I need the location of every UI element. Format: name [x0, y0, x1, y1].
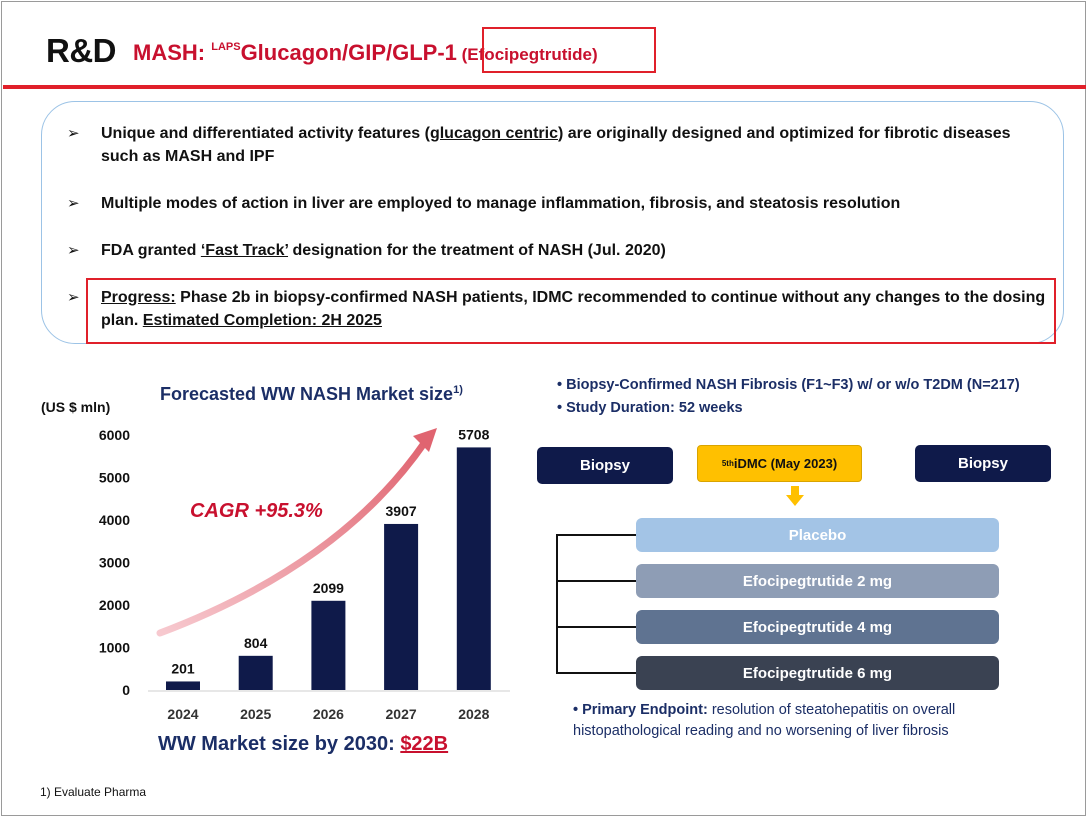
- title-paren: (Efocipegtrutide): [456, 45, 598, 64]
- y-tick-label: 3000: [99, 555, 130, 571]
- bar-value-label: 201: [171, 660, 195, 676]
- arm-2mg: Efocipegtrutide 2 mg: [636, 564, 999, 598]
- bar-value-label: 5708: [458, 426, 489, 442]
- b3-a: FDA granted: [101, 242, 201, 259]
- arm-6mg: Efocipegtrutide 6 mg: [636, 656, 999, 690]
- title-main: MASH:: [133, 40, 212, 65]
- chart-title-sup: 1): [453, 384, 463, 396]
- market-label: WW Market size by 2030:: [158, 733, 401, 755]
- x-tick-label: 2028: [458, 706, 489, 722]
- bullet-3-text: FDA granted ‘Fast Track’ designation for…: [101, 239, 1051, 262]
- bullet-1-text: Unique and differentiated activity featu…: [101, 122, 1051, 168]
- y-tick-label: 0: [122, 682, 130, 698]
- bar-2024: [166, 681, 200, 690]
- bullet-arrow-icon: ➢: [67, 242, 80, 259]
- bar-2026: [311, 600, 346, 690]
- b1-a: Unique and differentiated activity featu…: [101, 125, 430, 142]
- down-arrow-icon: [786, 486, 804, 506]
- title-drug: Glucagon/GIP/GLP-1: [240, 40, 457, 65]
- arm-connector: [556, 580, 636, 582]
- progress-highlight-box: [86, 278, 1056, 344]
- primary-endpoint: • Primary Endpoint: resolution of steato…: [573, 700, 1043, 742]
- y-tick-label: 2000: [99, 597, 130, 613]
- b4-progress: Progress:: [101, 289, 176, 306]
- title-sup: LAPS: [211, 41, 241, 53]
- arm-placebo: Placebo: [636, 518, 999, 552]
- title-highlight-box: [482, 27, 656, 73]
- chart-title: Forecasted WW NASH Market size1): [160, 384, 463, 405]
- bullet-arrow-icon: ➢: [67, 195, 80, 212]
- bar-value-label: 3907: [386, 503, 417, 519]
- b1-b: ) are originally designed and optimized …: [101, 125, 1011, 165]
- market-value: $22B: [400, 733, 449, 755]
- x-tick-label: 2025: [240, 706, 271, 722]
- arm-bracket: [556, 535, 558, 674]
- study-population: • Biopsy-Confirmed NASH Fibrosis (F1~F3)…: [557, 377, 1020, 393]
- study-duration: • Study Duration: 52 weeks: [557, 400, 743, 416]
- y-tick-label: 1000: [99, 640, 130, 656]
- b4-completion: Estimated Completion: 2H 2025: [142, 312, 382, 329]
- bullet-arrow-icon: ➢: [67, 125, 80, 142]
- bar-value-label: 2099: [313, 580, 344, 596]
- b4-a: Phase 2b in biopsy-confirmed NASH patien…: [101, 289, 1046, 329]
- bullet-4-text: Progress: Phase 2b in biopsy-confirmed N…: [101, 286, 1046, 332]
- idmc-text: iDMC (May 2023): [733, 456, 838, 471]
- bullet-arrow-icon: ➢: [67, 289, 80, 306]
- bar-2028: [456, 447, 491, 690]
- bar-value-label: 804: [244, 635, 268, 651]
- biopsy-end: Biopsy: [915, 445, 1051, 482]
- bullet-2-text: Multiple modes of action in liver are em…: [101, 195, 901, 212]
- cagr-label: CAGR +95.3%: [190, 500, 323, 522]
- y-tick-label: 6000: [99, 427, 130, 443]
- b3-b: designation for the treatment of NASH (J…: [288, 242, 666, 259]
- chart-title-text: Forecasted WW NASH Market size: [160, 384, 454, 404]
- b1-underline: glucagon centric: [429, 125, 558, 142]
- idmc-sup: 5th: [721, 459, 734, 468]
- footnote: 1) Evaluate Pharma: [40, 785, 147, 799]
- x-tick-label: 2027: [386, 706, 417, 722]
- endpoint-text: resolution of steatohepatitis on overall…: [573, 702, 956, 739]
- chart-ylabel: (US $ mln): [41, 399, 111, 415]
- arm-4mg: Efocipegtrutide 4 mg: [636, 610, 999, 644]
- market-size-chart: 6000 5000 4000 3000 2000 1000 0 201 2024 804 2025…: [99, 426, 510, 722]
- arm-connector: [556, 534, 636, 536]
- header-rule: [3, 85, 1086, 89]
- idmc-milestone: 5th iDMC (May 2023): [697, 445, 862, 482]
- b3-underline: ‘Fast Track’: [200, 242, 289, 259]
- bar-2027: [384, 523, 419, 690]
- y-tick-label: 5000: [99, 470, 130, 486]
- arm-connector: [556, 626, 636, 628]
- y-tick-label: 4000: [99, 512, 130, 528]
- cagr-arrow: [156, 428, 437, 637]
- arm-connector: [556, 672, 636, 674]
- market-size-2030: WW Market size by 2030: $22B: [158, 733, 448, 756]
- bar-2025: [238, 655, 273, 690]
- x-tick-label: 2024: [167, 706, 198, 722]
- slide-title: MASH: LAPSGlucagon/GIP/GLP-1 (Efocipegtr…: [133, 40, 598, 66]
- section-label: R&D: [46, 32, 117, 69]
- endpoint-label: • Primary Endpoint:: [573, 702, 708, 718]
- biopsy-baseline: Biopsy: [537, 447, 673, 484]
- x-tick-label: 2026: [313, 706, 344, 722]
